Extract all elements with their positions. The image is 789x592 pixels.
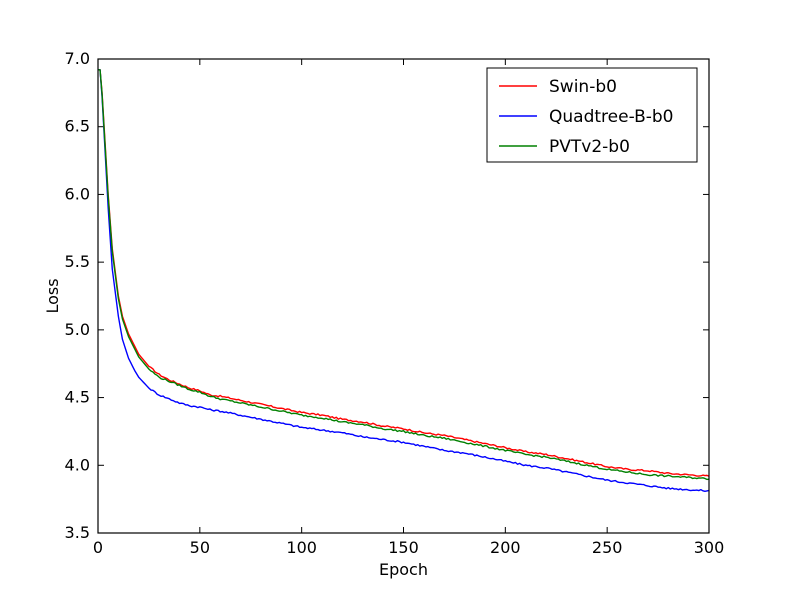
y-tick-label: 4.5	[65, 388, 90, 407]
x-tick-label: 300	[694, 538, 725, 557]
y-tick-label: 6.5	[65, 117, 90, 136]
y-tick-label: 5.5	[65, 252, 90, 271]
y-tick-label: 5.0	[65, 320, 90, 339]
x-tick-label: 250	[592, 538, 623, 557]
y-axis-label: Loss	[43, 278, 62, 313]
legend-label-quadtree: Quadtree-B-b0	[549, 107, 674, 127]
legend-label-pvtv2: PVTv2-b0	[549, 137, 630, 157]
x-tick-label: 150	[388, 538, 419, 557]
y-tick-label: 7.0	[65, 49, 90, 68]
plot-area	[98, 69, 710, 493]
y-tick-label: 3.5	[65, 523, 90, 542]
legend-label-swin: Swin-b0	[549, 77, 617, 97]
y-tick-label: 4.0	[65, 455, 90, 474]
x-axis-label: Epoch	[379, 560, 428, 579]
legend: Swin-b0 Quadtree-B-b0 PVTv2-b0	[486, 67, 698, 163]
x-tick-label: 200	[490, 538, 521, 557]
x-tick-label: 50	[190, 538, 210, 557]
ticks-layer: 0 50 100 150 200 250 300 3.5 4.0 4.5 5.0 5.5 6.0 6.5 7…	[65, 49, 725, 557]
series-line-quadtree-b-b0	[98, 69, 710, 493]
x-tick-label: 100	[286, 538, 317, 557]
plot-frame	[97, 58, 710, 534]
series-layer	[98, 69, 710, 493]
series-line-pvtv2-b0	[98, 69, 710, 481]
y-tick-label: 6.0	[65, 184, 90, 203]
x-tick-label: 0	[93, 538, 103, 557]
